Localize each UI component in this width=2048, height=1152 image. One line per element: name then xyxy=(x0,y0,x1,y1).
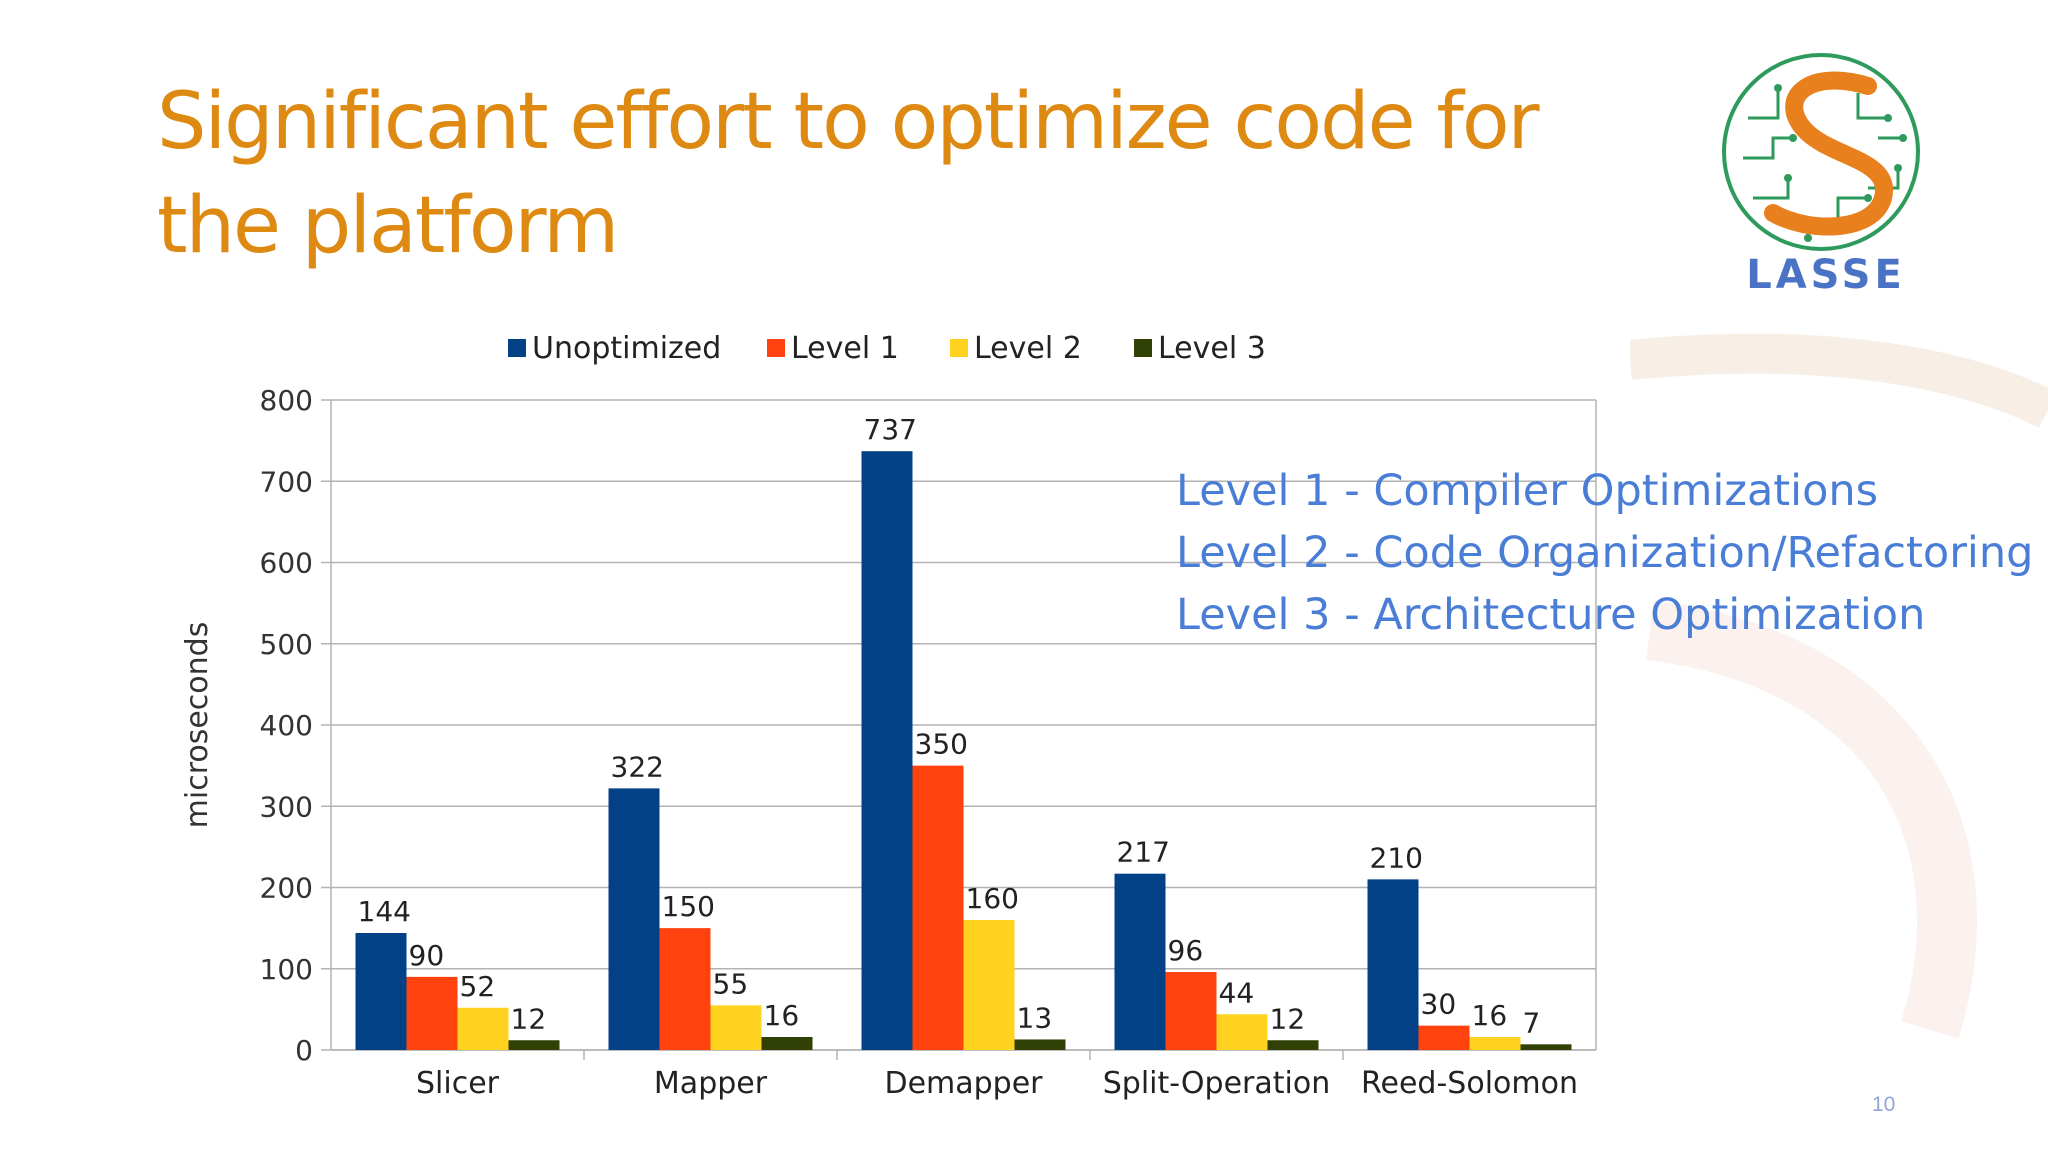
note-level-3: Level 3 - Architecture Optimization xyxy=(1176,590,1926,640)
data-label: 90 xyxy=(409,939,445,972)
bar xyxy=(1267,1040,1319,1050)
bar xyxy=(1014,1039,1066,1050)
bar xyxy=(659,928,711,1050)
data-label: 737 xyxy=(864,413,917,446)
note-level-2: Level 2 - Code Organization/Refactoring xyxy=(1176,528,2034,578)
lasse-logo-emblem-icon xyxy=(1722,53,1920,251)
data-label: 7 xyxy=(1523,1006,1541,1039)
slide-title: Significant effort to optimize code for … xyxy=(157,77,1540,271)
logo-text: LASSE xyxy=(1746,252,1906,298)
data-label: 96 xyxy=(1168,934,1204,967)
bar xyxy=(355,933,407,1050)
x-tick-label: Reed-Solomon xyxy=(1361,1066,1578,1101)
bar xyxy=(963,920,1015,1050)
data-label: 52 xyxy=(460,970,496,1003)
legend-swatch xyxy=(950,339,968,357)
data-label: 12 xyxy=(1270,1002,1306,1035)
legend-label: Level 2 xyxy=(974,331,1082,366)
bar xyxy=(608,788,660,1050)
page-number: 10 xyxy=(1872,1093,1896,1116)
legend-swatch xyxy=(767,339,785,357)
y-axis-label: microseconds xyxy=(180,622,215,829)
x-tick-label: Slicer xyxy=(416,1066,500,1101)
data-label: 160 xyxy=(966,882,1019,915)
y-tick-label: 600 xyxy=(260,547,313,580)
x-tick-label: Demapper xyxy=(884,1066,1043,1101)
data-label: 30 xyxy=(1421,988,1457,1021)
data-label: 16 xyxy=(1472,999,1508,1032)
y-tick-label: 400 xyxy=(260,709,313,742)
bar xyxy=(1114,873,1166,1050)
data-label: 12 xyxy=(511,1002,547,1035)
legend-swatch xyxy=(1134,339,1152,357)
bar xyxy=(1367,879,1419,1050)
data-label: 350 xyxy=(915,728,968,761)
data-label: 322 xyxy=(611,750,664,783)
bar xyxy=(861,451,913,1050)
bar xyxy=(1469,1037,1521,1050)
y-tick-label: 100 xyxy=(260,953,313,986)
data-label: 144 xyxy=(358,895,411,928)
bar xyxy=(1165,972,1217,1050)
bar xyxy=(1520,1044,1572,1050)
data-label: 217 xyxy=(1117,836,1170,869)
background-swoosh-decoration xyxy=(1630,333,2048,1039)
x-tick-label: Mapper xyxy=(654,1066,768,1101)
data-label: 55 xyxy=(713,967,749,1000)
data-label: 13 xyxy=(1017,1001,1053,1034)
bar xyxy=(761,1037,813,1050)
data-label: 150 xyxy=(662,890,715,923)
data-label: 44 xyxy=(1219,976,1255,1009)
data-label: 210 xyxy=(1370,841,1423,874)
bar xyxy=(508,1040,560,1050)
note-level-1: Level 1 - Compiler Optimizations xyxy=(1176,466,1879,516)
x-tick-label: Split-Operation xyxy=(1103,1066,1330,1101)
data-label: 16 xyxy=(764,999,800,1032)
lasse-logo: LASSE xyxy=(1722,53,1920,298)
bar xyxy=(1418,1025,1470,1050)
bar xyxy=(1216,1014,1268,1050)
y-tick-label: 0 xyxy=(295,1034,313,1067)
bar xyxy=(912,765,964,1050)
y-tick-label: 200 xyxy=(260,872,313,905)
bar xyxy=(457,1007,509,1050)
legend-label: Level 1 xyxy=(791,331,899,366)
y-tick-label: 300 xyxy=(260,790,313,823)
legend-swatch xyxy=(508,339,526,357)
y-tick-label: 800 xyxy=(260,384,313,417)
bar xyxy=(710,1005,762,1050)
y-tick-label: 700 xyxy=(260,465,313,498)
legend-label: Unoptimized xyxy=(532,331,721,366)
y-tick-label: 500 xyxy=(260,628,313,661)
legend-label: Level 3 xyxy=(1158,331,1266,366)
optimization-levels-notes: Level 1 - Compiler Optimizations Level 2… xyxy=(1176,460,2033,646)
bar xyxy=(406,976,458,1050)
